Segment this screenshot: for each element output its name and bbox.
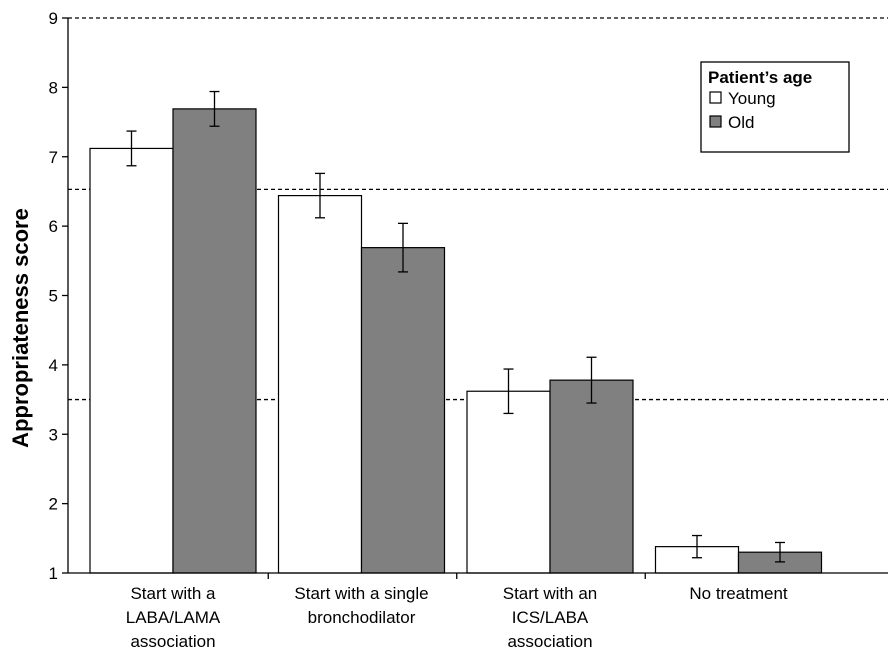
legend-label-old: Old bbox=[728, 113, 754, 132]
bar-young bbox=[89, 147, 174, 574]
x-category-label: No treatment bbox=[689, 584, 788, 603]
y-tick-label: 2 bbox=[49, 495, 58, 514]
x-category-label: Start with an ICS/LABA association bbox=[503, 584, 598, 651]
bar-old bbox=[549, 379, 634, 574]
bar-young bbox=[466, 390, 551, 574]
y-tick-label: 8 bbox=[49, 78, 58, 97]
legend-label-young: Young bbox=[728, 89, 776, 108]
legend-swatch-young bbox=[709, 91, 722, 104]
y-tick-label: 6 bbox=[49, 217, 58, 236]
legend: Patient’s age Young Old bbox=[700, 61, 850, 153]
y-axis-label: Appropriateness score bbox=[8, 208, 33, 448]
y-tick-label: 7 bbox=[49, 148, 58, 167]
x-categories: Start with a LABA/LAMA association Start wi… bbox=[126, 573, 788, 651]
y-tick-label: 4 bbox=[49, 356, 58, 375]
legend-swatch-old bbox=[709, 115, 722, 128]
bars bbox=[89, 90, 823, 574]
legend-box bbox=[700, 61, 850, 153]
legend-title: Patient’s age bbox=[708, 68, 812, 87]
x-category-label: Start with a LABA/LAMA association bbox=[126, 584, 221, 651]
y-tick-label: 5 bbox=[49, 287, 58, 306]
bar-young bbox=[277, 195, 363, 574]
y-tick-label: 9 bbox=[49, 9, 58, 28]
bar-old bbox=[360, 247, 446, 574]
x-category-label: Start with a single bronchodilator bbox=[294, 584, 428, 627]
bar-old bbox=[172, 108, 257, 574]
y-tick-label: 3 bbox=[49, 425, 58, 444]
y-ticks: 1 2 3 4 5 6 7 8 9 bbox=[49, 9, 68, 583]
y-tick-label: 1 bbox=[49, 564, 58, 583]
